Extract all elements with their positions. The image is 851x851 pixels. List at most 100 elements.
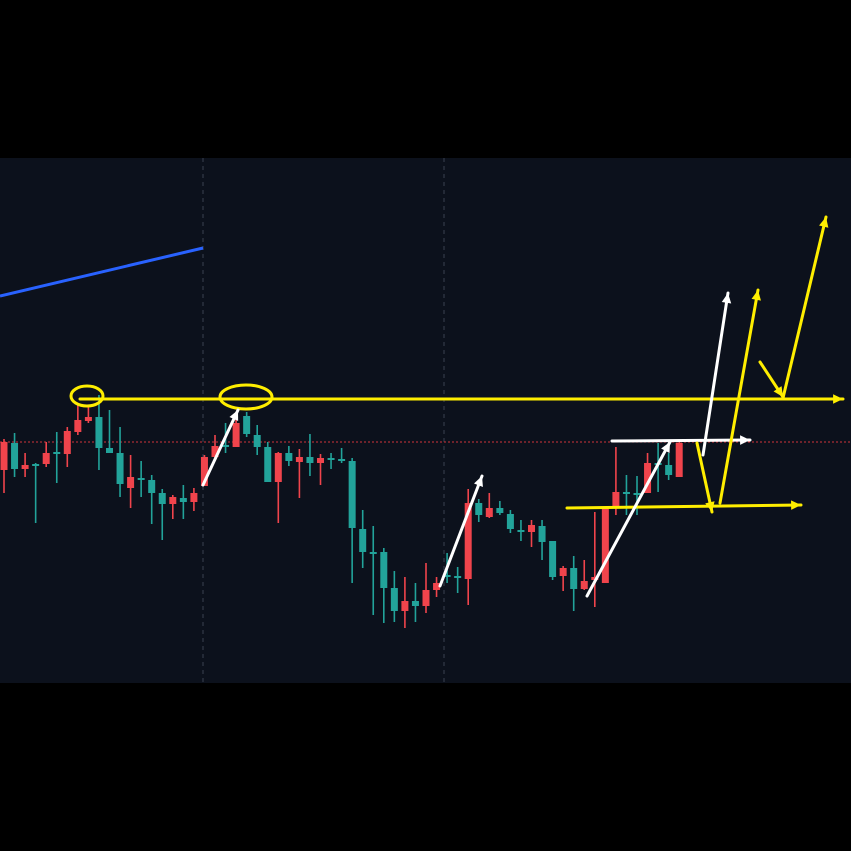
candle-body (285, 453, 293, 461)
candle-body (317, 458, 324, 463)
candle-body (116, 453, 124, 484)
arrowhead-icon (819, 217, 829, 228)
candle (454, 567, 462, 593)
yellow-up-arrow (781, 215, 829, 400)
candle (95, 395, 103, 470)
candle (538, 520, 546, 560)
arrow-shaft (718, 288, 760, 505)
candle (285, 446, 293, 466)
candle-body (549, 541, 557, 577)
arrow-shaft (585, 440, 672, 598)
candle-body (580, 581, 588, 589)
candle-body (74, 420, 82, 432)
highlight-ellipse (69, 384, 105, 408)
candle (106, 410, 113, 453)
support-line-arrow (565, 500, 803, 510)
candle (243, 412, 251, 437)
candle (42, 442, 50, 467)
candle-body (506, 514, 514, 529)
candle (32, 463, 40, 523)
candle (422, 563, 430, 613)
candle-body (390, 588, 398, 611)
candle-body (380, 552, 388, 588)
candle-body (528, 525, 535, 532)
arrow-shaft (781, 215, 828, 400)
candle-body (570, 568, 578, 589)
candle (158, 489, 166, 540)
candle-body (253, 435, 261, 447)
candle-body (190, 493, 198, 502)
candle-body (665, 465, 673, 475)
candle (411, 583, 419, 622)
arrowhead-icon (473, 476, 483, 487)
candle-body (84, 417, 92, 421)
candle (211, 435, 219, 458)
candle-body (211, 446, 219, 457)
candle-body (338, 459, 346, 461)
candle (380, 548, 388, 623)
candle (148, 475, 156, 524)
candle (137, 461, 145, 497)
candle (506, 510, 514, 533)
candle-body (559, 568, 567, 576)
candle (74, 403, 82, 435)
candle-body (232, 423, 240, 447)
candle-body (475, 503, 483, 515)
candle-body (422, 590, 430, 606)
arrowhead-icon (773, 386, 783, 397)
candle-body (327, 458, 335, 460)
candle (601, 508, 609, 583)
arrow-shaft (610, 438, 752, 443)
highlight-ellipse (218, 383, 274, 411)
white-up-arrow (438, 474, 484, 588)
candle-body (148, 480, 156, 493)
arrowhead-icon (229, 410, 239, 421)
arrow-shaft (438, 474, 484, 588)
arrow-shaft (565, 503, 803, 510)
candle (559, 566, 567, 591)
arrowhead-icon (661, 442, 670, 453)
candle (401, 577, 409, 628)
candle-body (306, 457, 314, 463)
white-horizontal-arrow (610, 435, 752, 445)
candle (327, 453, 335, 469)
candle-body (32, 464, 40, 466)
candle (549, 541, 557, 580)
candle (295, 449, 303, 498)
annotations-group (0, 215, 845, 598)
candle-body (264, 447, 272, 482)
candle (433, 577, 441, 597)
candle (253, 425, 261, 455)
yellow-down-arrow (758, 360, 785, 399)
arrow-shaft (701, 291, 730, 457)
candle-body (433, 583, 441, 590)
candle-body (496, 508, 504, 513)
candle-body (443, 575, 451, 577)
candle-body (348, 461, 356, 528)
arrow-shaft (695, 441, 714, 514)
arrow-shaft (201, 408, 240, 487)
candle-body (0, 442, 8, 470)
candle-body (622, 492, 630, 494)
candle-body (517, 530, 525, 532)
candle (53, 432, 61, 483)
candle-body (106, 448, 113, 453)
yellow-down-arrow (695, 441, 715, 514)
candle-body (369, 552, 377, 554)
candle (390, 571, 398, 622)
candle (21, 453, 29, 477)
candle (179, 485, 187, 519)
candle (190, 488, 198, 511)
candle (232, 418, 240, 447)
trend-line (0, 246, 204, 298)
candle (570, 556, 578, 611)
candle (338, 448, 346, 463)
candle (496, 501, 504, 515)
candle (348, 458, 356, 583)
yellow-up-arrow (718, 288, 761, 505)
candle (580, 560, 588, 590)
candle (528, 520, 535, 547)
candle (127, 455, 135, 508)
candle-body (137, 478, 145, 480)
candle-body (274, 453, 282, 482)
